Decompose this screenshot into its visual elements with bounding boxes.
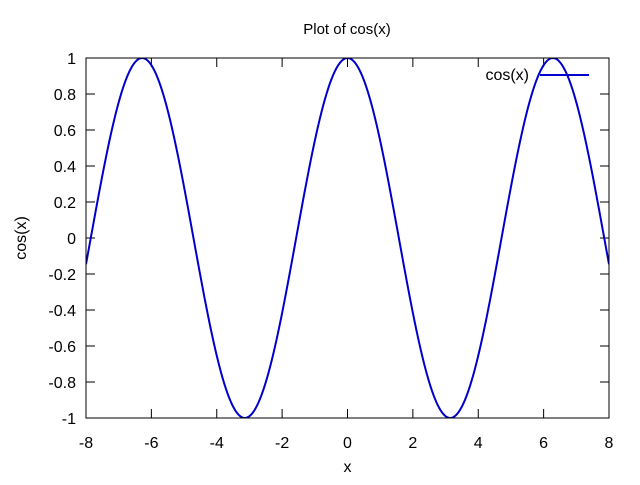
chart-title: Plot of cos(x): [303, 21, 391, 38]
x-tick-label: 2: [408, 435, 417, 452]
y-tick-label: 0.6: [54, 123, 76, 140]
y-tick-label: -0.6: [48, 339, 76, 356]
y-axis-title: cos(x): [13, 216, 30, 260]
x-tick-label: 6: [539, 435, 548, 452]
y-tick-labels: -1 -0.8 -0.6 -0.4 -0.2 0 0.2 0.4 0.6 0.8 1: [48, 51, 76, 428]
x-tick-label: -8: [79, 435, 93, 452]
x-tick-label: -2: [275, 435, 289, 452]
y-tick-label: -0.4: [48, 303, 76, 320]
x-tick-label: -4: [210, 435, 224, 452]
y-tick-label: 0.4: [54, 159, 76, 176]
y-tick-label: 0: [67, 231, 76, 248]
y-tick-label: 0.8: [54, 87, 76, 104]
series-line-cos-x: [86, 58, 609, 418]
series-layer: [86, 58, 609, 418]
x-tick-label: -6: [144, 435, 158, 452]
x-tick-labels: -8 -6 -4 -2 0 2 4 6 8: [79, 435, 614, 452]
y-tick-label: -0.2: [48, 267, 76, 284]
y-tick-label: -1: [62, 411, 76, 428]
y-tick-label: 1: [67, 51, 76, 68]
x-axis-title: x: [344, 459, 352, 476]
plot-frame: [85, 57, 610, 419]
axis-ticks: [85, 57, 610, 419]
y-tick-label: -0.8: [48, 375, 76, 392]
x-tick-label: 0: [343, 435, 352, 452]
y-tick-label: 0.2: [54, 195, 76, 212]
legend-label: cos(x): [485, 67, 529, 84]
x-tick-label: 8: [605, 435, 614, 452]
x-tick-label: 4: [474, 435, 483, 452]
legend: cos(x): [485, 67, 589, 84]
